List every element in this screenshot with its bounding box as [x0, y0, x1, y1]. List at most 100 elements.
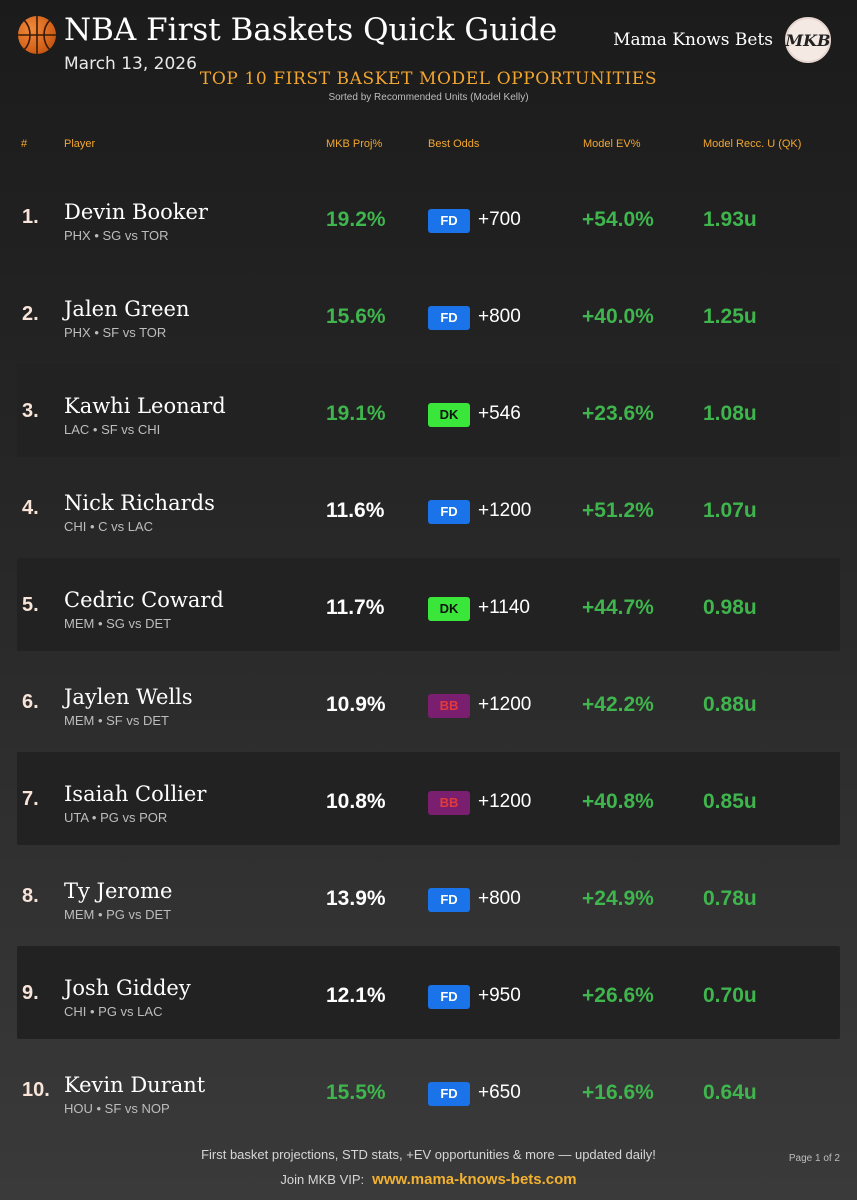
mkb-projection: 10.9%: [326, 693, 386, 716]
table-row: 4. Nick Richards CHI • C vs LAC 11.6% FD +120…: [17, 461, 840, 554]
row-rank: 2.: [22, 303, 39, 325]
brand-logo-icon: MKB: [785, 17, 831, 63]
table-row: 3. Kawhi Leonard LAC • SF vs CHI 19.1% DK +54…: [17, 364, 840, 457]
model-ev: +51.2%: [582, 499, 654, 522]
table-row: 5. Cedric Coward MEM • SG vs DET 11.7% DK +11…: [17, 558, 840, 651]
sportsbook-badge: FD: [428, 888, 470, 912]
best-odds: +650: [478, 1082, 521, 1103]
column-header-ev: Model EV%: [583, 138, 641, 150]
row-rank: 7.: [22, 788, 39, 810]
player-meta: HOU • SF vs NOP: [64, 1101, 170, 1116]
player-name: Cedric Coward: [64, 588, 224, 612]
table-row: 7. Isaiah Collier UTA • PG vs POR 10.8% BB +1…: [17, 752, 840, 845]
mkb-projection: 10.8%: [326, 790, 386, 813]
best-odds: +800: [478, 306, 521, 327]
sportsbook-badge: BB: [428, 694, 470, 718]
player-name: Isaiah Collier: [64, 782, 207, 806]
table-row: 10. Kevin Durant HOU • SF vs NOP 15.5% FD +65…: [17, 1043, 840, 1136]
player-meta: PHX • SF vs TOR: [64, 325, 167, 340]
best-odds: +1200: [478, 500, 532, 521]
player-meta: LAC • SF vs CHI: [64, 422, 161, 437]
table-row: 6. Jaylen Wells MEM • SF vs DET 10.9% BB +120…: [17, 655, 840, 748]
section-title: TOP 10 FIRST BASKET MODEL OPPORTUNITIES: [199, 69, 658, 89]
brand-name: Mama Knows Bets: [613, 30, 773, 50]
player-name: Jaylen Wells: [64, 685, 193, 709]
player-meta: MEM • SG vs DET: [64, 616, 172, 631]
row-rank: 4.: [22, 497, 39, 519]
player-meta: MEM • PG vs DET: [64, 907, 172, 922]
recommended-units: 1.08u: [703, 402, 757, 425]
recommended-units: 1.93u: [703, 208, 757, 231]
recommended-units: 0.85u: [703, 790, 757, 813]
player-name: Josh Giddey: [64, 976, 191, 1000]
player-meta: PHX • SG vs TOR: [64, 228, 169, 243]
table-row: 1. Devin Booker PHX • SG vs TOR 19.2% FD +700…: [17, 170, 840, 263]
sportsbook-badge: DK: [428, 597, 470, 621]
model-ev: +40.8%: [582, 790, 654, 813]
best-odds: +950: [478, 985, 521, 1006]
table-row: 2. Jalen Green PHX • SF vs TOR 15.6% FD +800 +…: [17, 267, 840, 360]
best-odds: +700: [478, 209, 521, 230]
row-rank: 1.: [22, 206, 39, 228]
recommended-units: 0.64u: [703, 1081, 757, 1104]
report-date: March 13, 2026: [64, 54, 197, 74]
player-name: Jalen Green: [64, 297, 190, 321]
sportsbook-badge: FD: [428, 985, 470, 1009]
player-meta: CHI • C vs LAC: [64, 519, 154, 534]
mkb-projection: 11.6%: [326, 499, 385, 522]
sportsbook-badge: FD: [428, 306, 470, 330]
column-header-odds: Best Odds: [428, 138, 480, 150]
player-meta: UTA • PG vs POR: [64, 810, 168, 825]
player-meta: MEM • SF vs DET: [64, 713, 169, 728]
recommended-units: 1.07u: [703, 499, 757, 522]
best-odds: +546: [478, 403, 521, 424]
recommended-units: 0.98u: [703, 596, 757, 619]
model-ev: +42.2%: [582, 693, 654, 716]
model-ev: +26.6%: [582, 984, 654, 1007]
recommended-units: 0.88u: [703, 693, 757, 716]
row-rank: 5.: [22, 594, 39, 616]
mkb-projection: 15.6%: [326, 305, 386, 328]
model-ev: +23.6%: [582, 402, 654, 425]
model-ev: +54.0%: [582, 208, 654, 231]
basketball-icon: [18, 16, 56, 54]
best-odds: +800: [478, 888, 521, 909]
sportsbook-badge: FD: [428, 209, 470, 233]
mkb-projection: 15.5%: [326, 1081, 386, 1104]
mkb-projection: 11.7%: [326, 596, 385, 619]
player-name: Ty Jerome: [64, 879, 173, 903]
footer-join-label: Join MKB VIP:: [280, 1172, 365, 1187]
mkb-projection: 13.9%: [326, 887, 386, 910]
table-row: 9. Josh Giddey CHI • PG vs LAC 12.1% FD +950 +…: [17, 946, 840, 1039]
website-link[interactable]: www.mama-knows-bets.com: [372, 1171, 577, 1188]
best-odds: +1200: [478, 791, 532, 812]
recommended-units: 1.25u: [703, 305, 757, 328]
model-ev: +44.7%: [582, 596, 654, 619]
row-rank: 3.: [22, 400, 39, 422]
page-number: Page 1 of 2: [788, 1153, 840, 1164]
column-header-units: Model Recc. U (QK): [703, 138, 802, 150]
table-row: 8. Ty Jerome MEM • PG vs DET 13.9% FD +800 +24…: [17, 849, 840, 942]
footer-join: Join MKB VIP: www.mama-knows-bets.com: [0, 1171, 857, 1188]
player-name: Kawhi Leonard: [64, 394, 226, 418]
opportunities-table: 1. Devin Booker PHX • SG vs TOR 19.2% FD +700…: [17, 170, 840, 1140]
model-ev: +24.9%: [582, 887, 654, 910]
column-header-rank: #: [21, 138, 28, 150]
player-meta: CHI • PG vs LAC: [64, 1004, 163, 1019]
mkb-projection: 19.1%: [326, 402, 386, 425]
model-ev: +40.0%: [582, 305, 654, 328]
header: NBA First Baskets Quick Guide March 13, …: [0, 0, 857, 130]
column-header-proj: MKB Proj%: [326, 138, 383, 150]
player-name: Nick Richards: [64, 491, 215, 515]
player-name: Devin Booker: [64, 200, 208, 224]
row-rank: 9.: [22, 982, 39, 1004]
sportsbook-badge: FD: [428, 500, 470, 524]
best-odds: +1200: [478, 694, 532, 715]
best-odds: +1140: [478, 597, 530, 618]
row-rank: 8.: [22, 885, 39, 907]
sportsbook-badge: FD: [428, 1082, 470, 1106]
page-title: NBA First Baskets Quick Guide: [64, 12, 558, 48]
section-subtitle: Sorted by Recommended Units (Model Kelly…: [328, 92, 529, 103]
recommended-units: 0.78u: [703, 887, 757, 910]
footer-tagline: First basket projections, STD stats, +EV…: [201, 1147, 656, 1162]
